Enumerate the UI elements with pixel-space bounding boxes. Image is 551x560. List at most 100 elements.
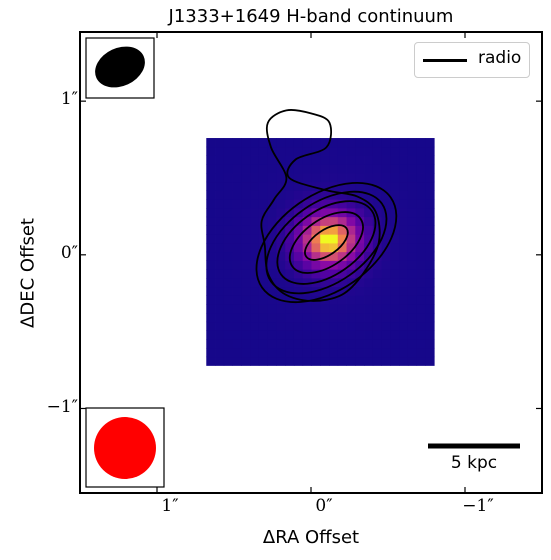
heatmap-pixel	[320, 286, 330, 296]
chart-title: J1333+1649 H-band continuum	[168, 6, 454, 27]
heatmap-pixel	[258, 146, 269, 156]
heatmap-pixel	[364, 339, 374, 349]
heatmap-pixel	[372, 312, 383, 323]
heatmap-pixel	[381, 269, 391, 279]
heatmap-pixel	[285, 339, 295, 349]
heatmap-pixel	[241, 330, 251, 340]
heatmap-pixel	[206, 304, 216, 314]
heatmap-pixel	[390, 277, 400, 288]
heatmap-pixel	[425, 138, 435, 148]
contour-level	[304, 224, 349, 261]
heatmap-pixel	[223, 304, 233, 314]
heatmap-pixel	[372, 155, 383, 165]
heatmap-pixel	[241, 216, 251, 226]
heatmap-pixel	[416, 138, 426, 148]
heatmap-pixel	[232, 295, 242, 305]
heatmap-pixel	[390, 312, 400, 323]
heatmap-pixel	[416, 164, 426, 174]
heatmap-pixel	[337, 138, 347, 148]
heatmap-pixel	[329, 251, 339, 261]
heatmap-pixel	[206, 146, 216, 156]
heatmap-pixel	[241, 190, 251, 200]
heatmap-pixel	[355, 216, 365, 226]
heatmap-pixel	[320, 251, 330, 261]
heatmap-pixel	[215, 251, 225, 261]
heatmap-pixel	[276, 347, 286, 358]
heatmap-pixel	[399, 155, 409, 165]
heatmap-pixel	[399, 286, 409, 296]
heatmap-pixel	[267, 251, 277, 261]
heatmap-pixel	[399, 138, 409, 148]
heatmap-pixel	[355, 146, 365, 156]
heatmap-pixel	[355, 225, 365, 235]
heatmap-pixel	[302, 260, 312, 270]
heatmap-pixel	[390, 260, 400, 270]
heatmap-pixel	[215, 269, 225, 279]
heatmap-pixel	[416, 304, 426, 314]
heatmap-pixel	[346, 146, 356, 156]
heatmap-pixel	[232, 164, 242, 174]
heatmap-pixel	[267, 208, 277, 218]
heatmap-pixel	[241, 155, 251, 165]
heatmap-pixel	[232, 190, 242, 200]
heatmap-pixel	[381, 164, 391, 174]
heatmap-pixel	[232, 330, 242, 340]
heatmap-pixel	[425, 339, 435, 349]
heatmap-pixel	[346, 356, 356, 366]
heatmap-pixel	[250, 304, 260, 314]
heatmap-pixel	[337, 304, 347, 314]
heatmap-pixel	[302, 321, 312, 331]
heatmap-pixel	[241, 356, 251, 366]
heatmap-pixel	[302, 330, 312, 340]
heatmap-pixel	[285, 146, 295, 156]
heatmap-pixel	[223, 260, 233, 270]
heatmap-pixel	[232, 251, 242, 261]
heatmap-pixel	[399, 242, 409, 253]
heatmap-pixel	[267, 269, 277, 279]
heatmap-pixel	[311, 225, 321, 235]
heatmap-pixel	[407, 225, 418, 235]
heatmap-pixel	[364, 225, 374, 235]
x-tick-label: 0″	[315, 496, 333, 516]
heatmap-pixel	[267, 356, 277, 366]
heatmap-pixel	[346, 312, 356, 323]
heatmap-pixel	[223, 181, 233, 191]
heatmap-pixel	[276, 312, 286, 323]
heatmap-pixel	[416, 242, 426, 253]
heatmap-pixel	[355, 260, 365, 270]
heatmap-pixel	[320, 164, 330, 174]
heatmap-pixel	[215, 173, 225, 183]
heatmap-pixel	[250, 312, 260, 323]
heatmap-pixel	[258, 181, 269, 191]
heatmap-pixel	[267, 347, 277, 358]
heatmap-pixel	[223, 208, 233, 218]
heatmap-pixel	[258, 251, 269, 261]
heatmap-pixel	[320, 330, 330, 340]
heatmap-pixel	[381, 356, 391, 366]
heatmap-pixel	[372, 216, 383, 226]
heatmap-pixel	[355, 330, 365, 340]
heatmap-pixel	[329, 164, 339, 174]
heatmap-pixel	[215, 312, 225, 323]
heatmap-pixel	[293, 225, 304, 235]
heatmap-pixel	[425, 330, 435, 340]
psf-beam-circle	[94, 417, 156, 479]
heatmap-pixel	[285, 234, 295, 244]
heatmap-pixel	[407, 295, 418, 305]
heatmap-pixel	[258, 347, 269, 358]
heatmap-pixel	[399, 190, 409, 200]
heatmap-pixel	[250, 251, 260, 261]
heatmap-pixel	[258, 138, 269, 148]
heatmap-pixel	[302, 304, 312, 314]
heatmap-pixel	[416, 295, 426, 305]
heatmap-pixel	[293, 356, 304, 366]
heatmap-pixel	[223, 356, 233, 366]
heatmap-pixel	[232, 138, 242, 148]
heatmap-pixel	[407, 347, 418, 358]
heatmap-pixel	[364, 155, 374, 165]
heatmap-pixel	[258, 173, 269, 183]
heatmap-pixel	[399, 277, 409, 288]
heatmap-pixel	[346, 234, 356, 244]
y-axis-label: ΔDEC Offset	[18, 218, 39, 328]
heatmap-image	[206, 138, 435, 366]
